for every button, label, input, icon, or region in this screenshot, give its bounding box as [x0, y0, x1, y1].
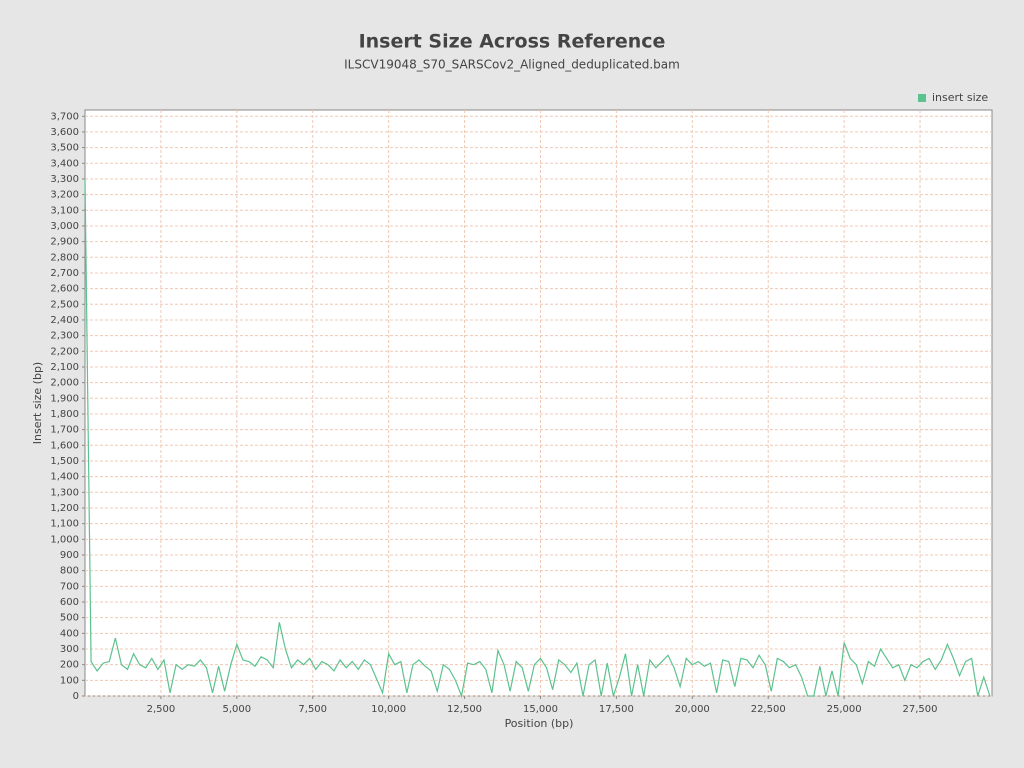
y-tick-label: 2,800	[50, 252, 79, 263]
y-tick-label: 1,900	[50, 393, 79, 404]
y-tick-label: 2,600	[50, 284, 79, 295]
y-tick-label: 3,500	[50, 143, 79, 154]
y-tick-label: 900	[60, 550, 79, 561]
y-tick-label: 3,700	[50, 111, 79, 122]
y-axis-label: Insert size (bp)	[31, 362, 44, 444]
y-tick-label: 1,700	[50, 425, 79, 436]
x-tick-label: 7,500	[298, 704, 327, 715]
x-tick-label: 2,500	[147, 704, 176, 715]
x-tick-label: 17,500	[599, 704, 634, 715]
chart-title: Insert Size Across Reference	[359, 31, 666, 53]
x-tick-label: 12,500	[447, 704, 482, 715]
y-tick-label: 3,100	[50, 205, 79, 216]
plot-area	[84, 109, 993, 697]
y-tick-label: 3,400	[50, 158, 79, 169]
x-tick-label: 20,000	[675, 704, 710, 715]
x-tick-label: 10,000	[371, 704, 406, 715]
y-tick-label: 600	[60, 597, 79, 608]
y-tick-label: 1,000	[50, 534, 79, 545]
y-tick-label: 3,000	[50, 221, 79, 232]
x-tick-label: 5,000	[223, 704, 252, 715]
y-tick-label: 1,500	[50, 456, 79, 467]
y-tick-label: 700	[60, 581, 79, 592]
y-tick-label: 2,400	[50, 315, 79, 326]
x-tick-label: 22,500	[751, 704, 786, 715]
x-tick-label: 25,000	[827, 704, 862, 715]
y-tick-label: 200	[60, 660, 79, 671]
y-tick-label: 2,500	[50, 299, 79, 310]
y-tick-label: 1,100	[50, 519, 79, 530]
y-tick-label: 2,100	[50, 362, 79, 373]
y-tick-label: 3,200	[50, 190, 79, 201]
y-tick-label: 3,600	[50, 127, 79, 138]
legend-label: insert size	[932, 91, 988, 104]
x-tick-label: 27,500	[903, 704, 938, 715]
y-tick-label: 2,300	[50, 331, 79, 342]
y-tick-label: 2,700	[50, 268, 79, 279]
y-tick-label: 500	[60, 613, 79, 624]
y-tick-label: 800	[60, 566, 79, 577]
y-tick-label: 3,300	[50, 174, 79, 185]
data-line	[84, 178, 991, 699]
y-tick-label: 1,300	[50, 487, 79, 498]
x-tick-label: 15,000	[523, 704, 558, 715]
chart-subtitle: ILSCV19048_S70_SARSCov2_Aligned_deduplic…	[344, 58, 680, 72]
x-axis-label: Position (bp)	[505, 717, 574, 730]
y-tick-label: 1,400	[50, 472, 79, 483]
y-tick-label: 2,900	[50, 237, 79, 248]
y-tick-label: 400	[60, 628, 79, 639]
y-tick-label: 1,800	[50, 409, 79, 420]
legend-swatch	[918, 94, 926, 102]
y-tick-label: 2,200	[50, 346, 79, 357]
y-tick-label: 0	[73, 691, 79, 702]
y-tick-label: 2,000	[50, 378, 79, 389]
y-tick-label: 1,600	[50, 440, 79, 451]
y-tick-label: 1,200	[50, 503, 79, 514]
y-tick-label: 300	[60, 644, 79, 655]
y-tick-label: 100	[60, 675, 79, 686]
